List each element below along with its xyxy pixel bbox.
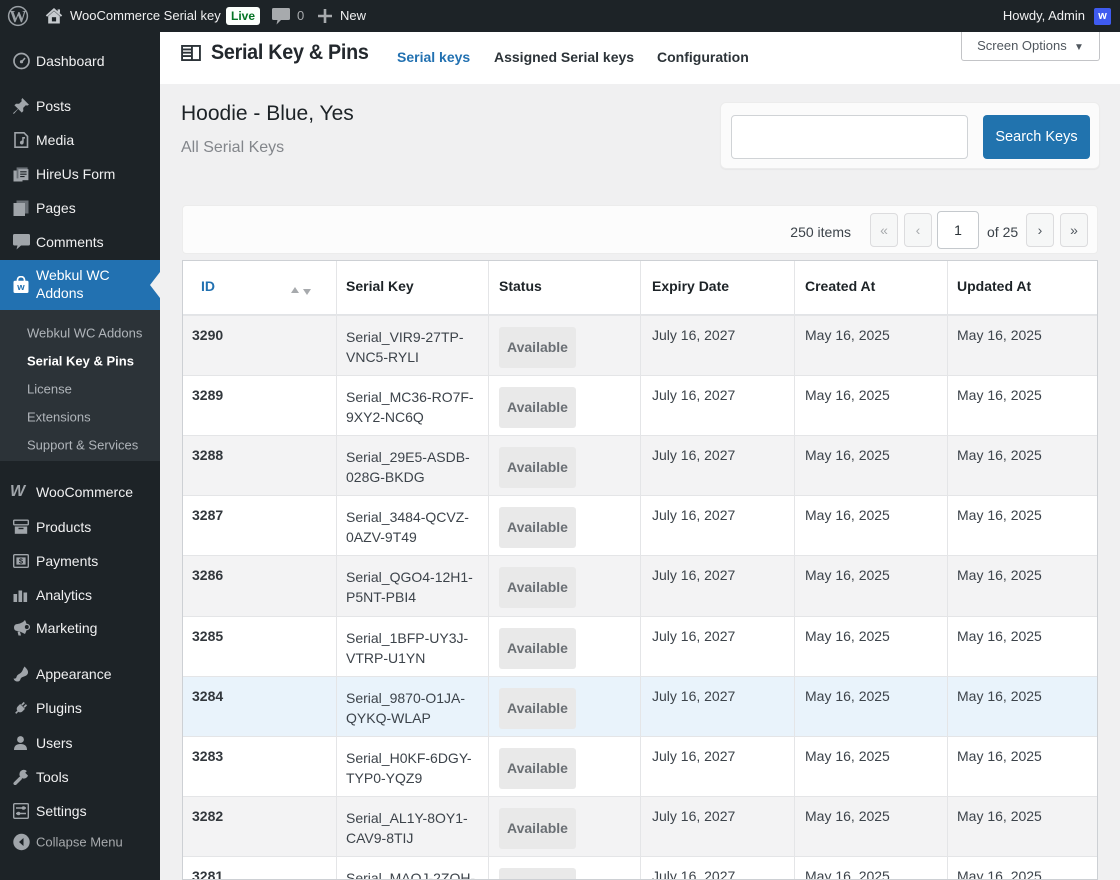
- svg-text:w: w: [16, 282, 25, 293]
- svg-text:W: W: [10, 7, 27, 26]
- svg-text:$: $: [19, 556, 24, 565]
